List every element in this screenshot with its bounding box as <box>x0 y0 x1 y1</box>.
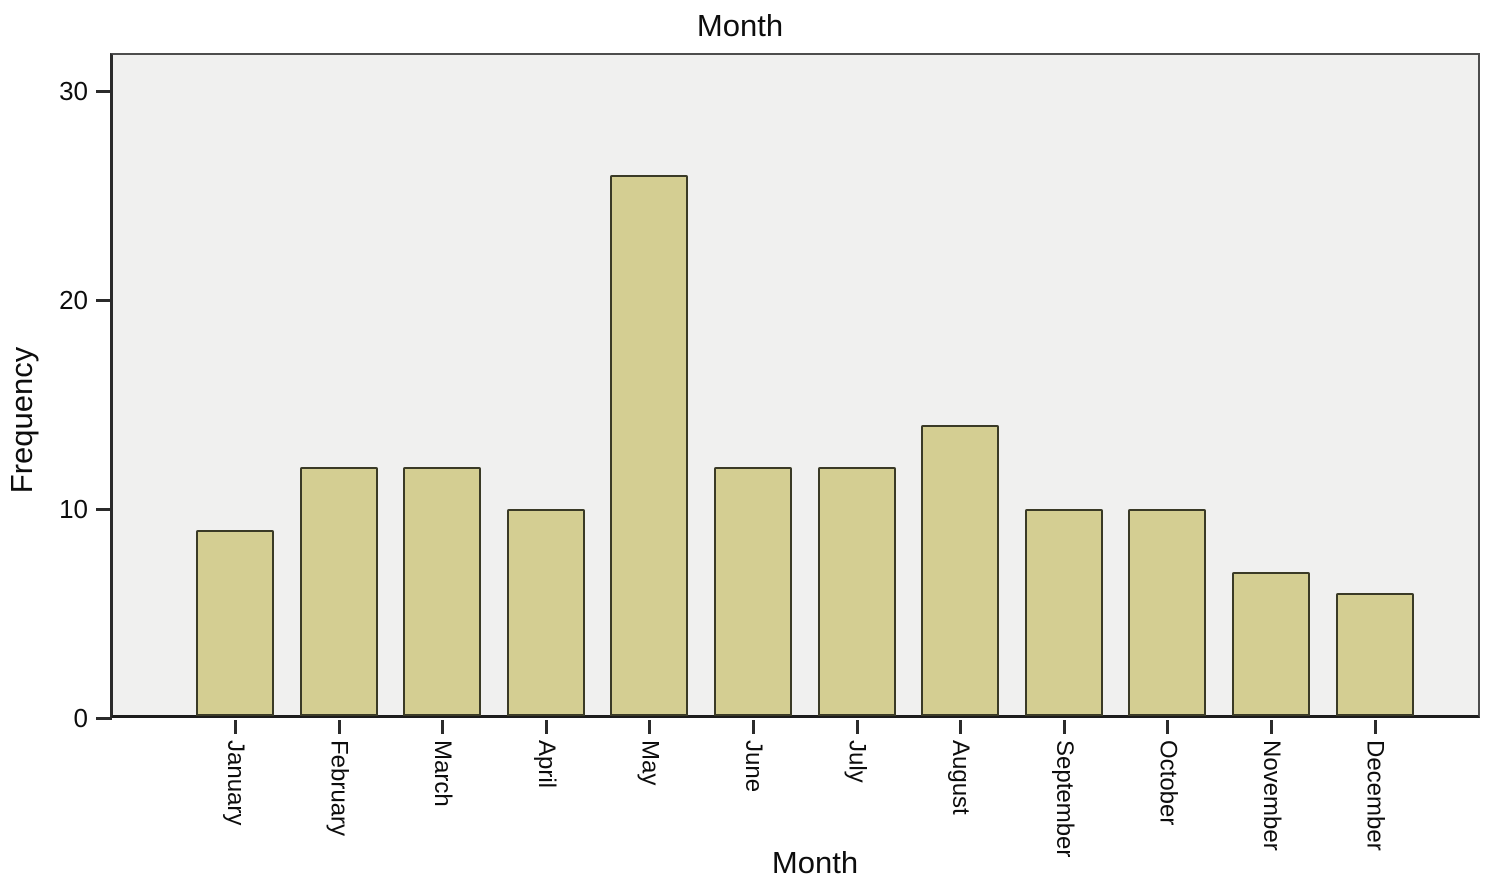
x-tick-label: August <box>947 740 975 815</box>
y-tick-mark <box>96 508 112 511</box>
bar <box>299 467 378 716</box>
x-tick-label: October <box>1154 740 1182 826</box>
bar <box>714 467 792 716</box>
x-tick-label: November <box>1258 740 1285 851</box>
x-tick-mark <box>1270 720 1273 734</box>
bar <box>403 467 482 716</box>
x-tick-mark <box>752 720 755 734</box>
x-tick-label: January <box>222 740 249 826</box>
x-tick-mark <box>441 720 445 734</box>
x-tick-mark <box>1062 720 1066 734</box>
x-tick-mark <box>544 720 548 734</box>
x-tick-label: May <box>636 740 664 786</box>
y-tick-label: 20 <box>59 285 88 315</box>
bar <box>817 467 896 716</box>
bar <box>1024 509 1103 716</box>
y-axis-title: Frequency <box>4 346 39 494</box>
x-tick-label: July <box>843 740 871 783</box>
x-tick-label: June <box>740 740 767 793</box>
bar <box>1128 509 1207 716</box>
chart-title: Month <box>696 8 784 43</box>
bar <box>921 425 1000 716</box>
x-tick-label: December <box>1361 740 1389 851</box>
x-tick-mark <box>855 720 859 734</box>
x-tick-label: March <box>429 740 457 807</box>
x-tick-mark <box>1373 720 1377 734</box>
x-tick-label: September <box>1050 740 1078 858</box>
y-tick-label: 0 <box>73 703 88 733</box>
x-axis-title: Month <box>771 845 859 880</box>
bar <box>196 529 274 716</box>
x-tick-label: April <box>532 740 560 789</box>
x-tick-mark <box>1166 720 1170 734</box>
x-tick-mark <box>648 720 652 734</box>
bar <box>1335 592 1414 716</box>
x-tick-mark <box>959 720 963 734</box>
x-tick-mark <box>337 720 341 734</box>
y-tick-mark <box>96 90 112 93</box>
x-tick-mark <box>234 720 237 734</box>
y-tick-mark <box>96 299 112 302</box>
bar <box>1232 571 1310 716</box>
y-tick-mark <box>96 717 112 720</box>
x-tick-label: February <box>325 740 353 837</box>
bar <box>610 174 689 716</box>
y-tick-label: 30 <box>59 76 88 106</box>
y-tick-label: 10 <box>59 494 88 524</box>
bar <box>506 509 585 716</box>
